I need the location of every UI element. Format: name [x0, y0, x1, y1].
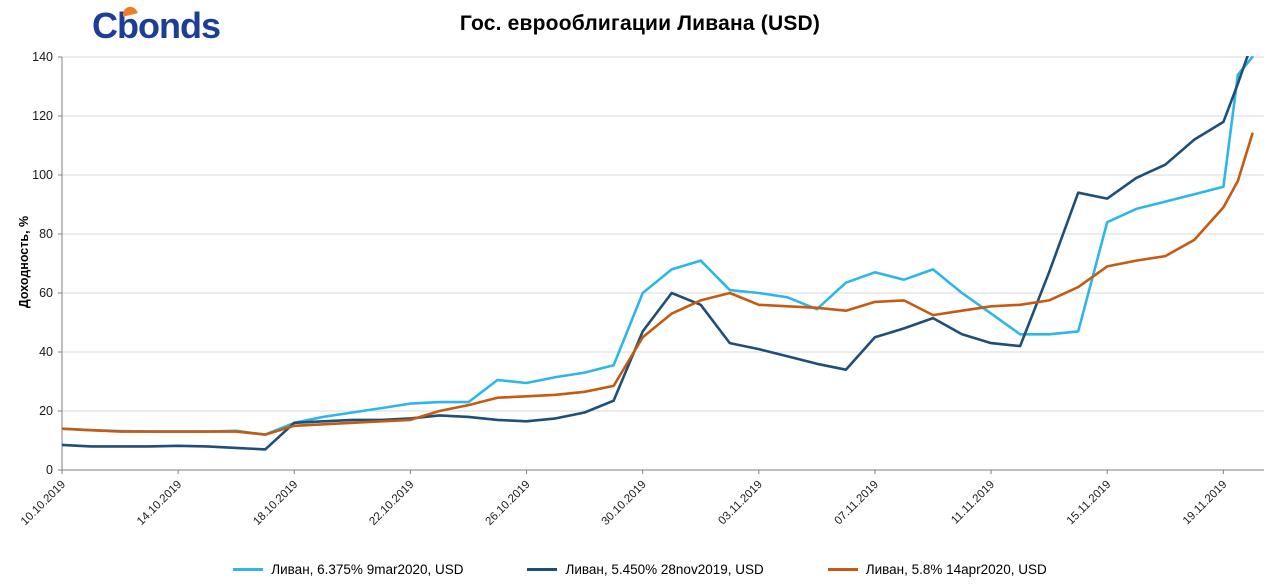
cbonds-logo: Cbonds [92, 5, 221, 46]
legend-line-swatch [827, 568, 858, 571]
x-tick-label: 11.11.2019 [949, 479, 997, 527]
series-line-1 [62, 56, 1254, 436]
y-tick-label: 100 [32, 168, 53, 182]
legend-item: Ливан, 5.450% 28nov2019, USD [527, 562, 764, 577]
chart-title: Гос. еврооблигации Ливана (USD) [459, 12, 821, 35]
legend-label: Ливан, 5.450% 28nov2019, USD [565, 562, 764, 577]
x-tick-label: 30.10.2019 [600, 479, 649, 528]
x-tick-label: 03.11.2019 [716, 479, 765, 528]
chart-plot-area: 0 20 40 60 80 100 120 140 10.10.2019 14.10.2019 18… [0, 45, 1280, 540]
legend-line-swatch [527, 568, 558, 571]
y-tick-label: 20 [39, 404, 53, 418]
x-tick-label: 14.10.2019 [135, 479, 184, 528]
series-line-3 [62, 132, 1254, 436]
y-tick-label: 80 [39, 227, 53, 241]
series-line-2 [62, 56, 1249, 451]
line-chart: 0 20 40 60 80 100 120 140 10.10.2019 14.10.2019 18… [19, 50, 1264, 528]
legend: Ливан, 6.375% 9mar2020, USD Ливан, 5.450%… [0, 562, 1280, 577]
y-tick-label: 0 [46, 463, 53, 477]
x-tick-label: 19.11.2019 [1181, 479, 1230, 528]
x-tick-label: 10.10.2019 [19, 479, 68, 528]
y-tick-label: 140 [32, 50, 53, 64]
x-tick-label: 22.10.2019 [367, 479, 416, 528]
y-tick-label: 60 [39, 286, 53, 300]
x-tick-label: 18.10.2019 [251, 479, 300, 528]
x-tick-label: 15.11.2019 [1065, 479, 1114, 528]
legend-label: Ливан, 6.375% 9mar2020, USD [271, 562, 464, 577]
legend-line-swatch [233, 568, 264, 571]
legend-item: Ливан, 5.8% 14apr2020, USD [827, 562, 1047, 577]
x-tick-label: 26.10.2019 [483, 479, 532, 528]
legend-item: Ливан, 6.375% 9mar2020, USD [233, 562, 463, 577]
x-tick-label: 07.11.2019 [832, 479, 881, 528]
y-tick-label: 120 [32, 109, 53, 123]
y-tick-label: 40 [39, 345, 53, 359]
legend-label: Ливан, 5.8% 14apr2020, USD [865, 562, 1047, 577]
logo-letter-c: C [92, 5, 118, 46]
